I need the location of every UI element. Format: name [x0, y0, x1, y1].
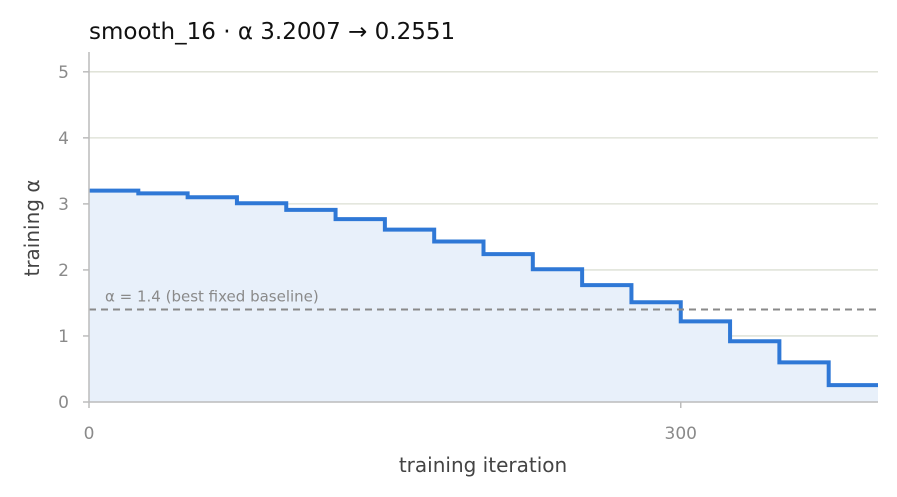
reference-line-group: α = 1.4 (best fixed baseline): [89, 288, 878, 311]
y-axis-label: training α: [20, 179, 44, 276]
tick-labels: 0 1 2 3 4 5 0 300: [58, 63, 697, 444]
chart-title: smooth_16 · α 3.2007 → 0.2551: [89, 19, 455, 45]
x-tick-label-0: 0: [84, 424, 95, 444]
y-tick-label-5: 5: [58, 63, 69, 83]
series-area-fill: [89, 190, 878, 402]
y-tick-label-3: 3: [58, 195, 69, 215]
x-tick-label-300: 300: [665, 424, 697, 444]
reference-line-label: α = 1.4 (best fixed baseline): [105, 288, 319, 306]
y-tick-label-1: 1: [58, 327, 69, 347]
x-axis-label: training iteration: [399, 453, 567, 477]
series-step-line: [89, 188, 878, 388]
series-layer: [89, 188, 878, 402]
y-tick-label-0: 0: [58, 393, 69, 413]
axes: [88, 52, 878, 403]
y-tick-label-4: 4: [58, 129, 69, 149]
y-tick-label-2: 2: [58, 261, 69, 281]
